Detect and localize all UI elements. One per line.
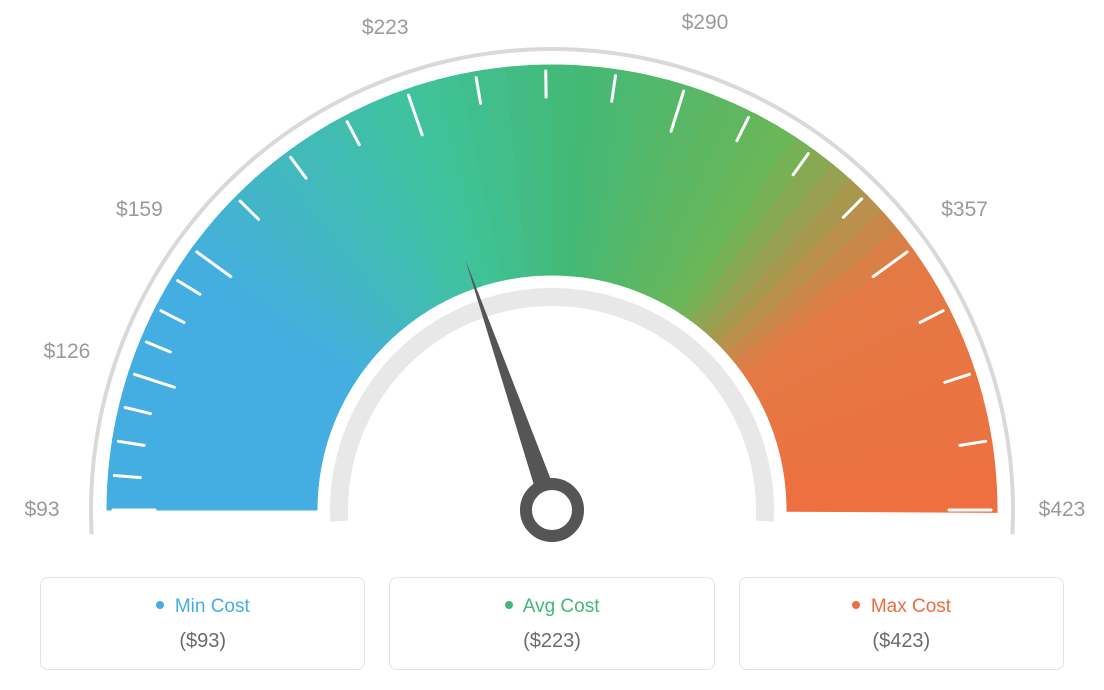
legend-label-text: Min Cost bbox=[175, 596, 250, 617]
legend-value-min: ($93) bbox=[51, 630, 354, 653]
legend-label-text: Max Cost bbox=[871, 596, 951, 617]
gauge-tick-label: $93 bbox=[24, 498, 59, 522]
gauge-tick-label: $223 bbox=[362, 16, 409, 40]
legend-label-avg: Avg Cost bbox=[400, 596, 703, 618]
legend-label-min: Min Cost bbox=[51, 596, 354, 618]
gauge-tick-label: $290 bbox=[682, 11, 729, 35]
legend-card-min: Min Cost ($93) bbox=[40, 577, 365, 670]
legend-value-max: ($423) bbox=[750, 630, 1053, 653]
gauge-tick-label: $423 bbox=[1039, 498, 1086, 522]
gauge-svg bbox=[0, 0, 1104, 560]
legend-label-max: Max Cost bbox=[750, 596, 1053, 618]
gauge-tick-label: $159 bbox=[116, 198, 163, 222]
gauge: $93 $126 $159 $223 $290 $357 $423 bbox=[0, 0, 1104, 560]
legend-label-text: Avg Cost bbox=[523, 596, 600, 617]
gauge-tick-label: $357 bbox=[941, 198, 988, 222]
legend-card-max: Max Cost ($423) bbox=[739, 577, 1064, 670]
legend-dot-max bbox=[852, 601, 860, 609]
legend-dot-min bbox=[156, 601, 164, 609]
legend-dot-avg bbox=[505, 601, 513, 609]
legend-row: Min Cost ($93) Avg Cost ($223) Max Cost … bbox=[40, 577, 1064, 670]
chart-container: $93 $126 $159 $223 $290 $357 $423 Min Cost ($9… bbox=[0, 0, 1104, 690]
gauge-tick-label: $126 bbox=[44, 340, 91, 364]
legend-value-avg: ($223) bbox=[400, 630, 703, 653]
legend-card-avg: Avg Cost ($223) bbox=[389, 577, 714, 670]
